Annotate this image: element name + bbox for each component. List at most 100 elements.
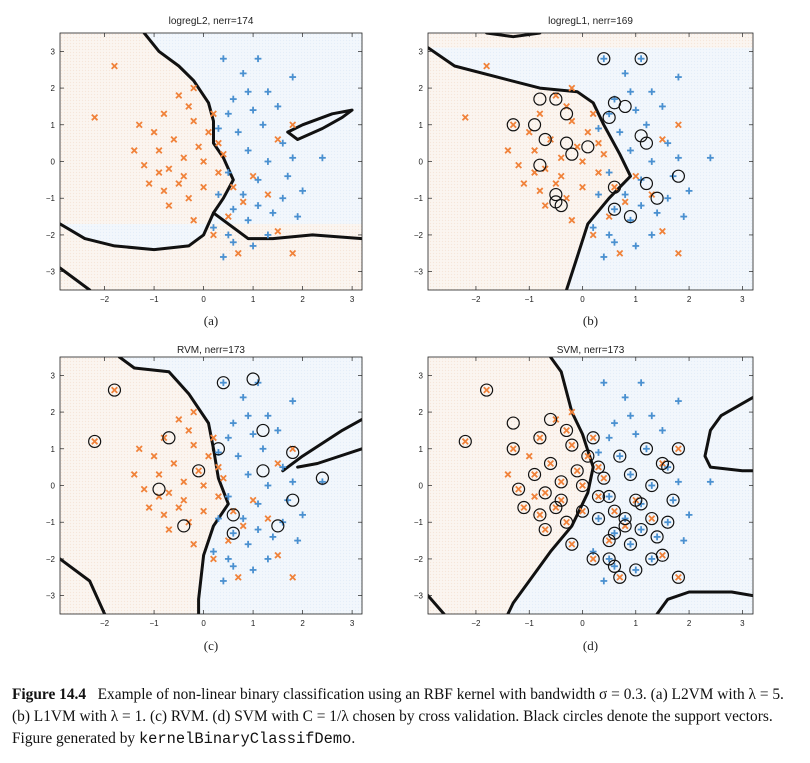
- y-tick-label: −3: [46, 592, 56, 601]
- x-tick-label: −1: [150, 619, 160, 628]
- support-vector-circle: [315, 471, 329, 485]
- blue-plus-point: [595, 191, 602, 198]
- orange-x-point: [175, 180, 183, 187]
- x-tick-label: 3: [350, 619, 355, 628]
- blue-plus-point: [664, 139, 672, 147]
- orange-x-point: [150, 128, 158, 136]
- orange-x-point: [611, 507, 618, 515]
- plot-title-c: RVM, nerr=173: [177, 345, 245, 356]
- support-vector-circle: [107, 383, 122, 397]
- orange-x-point: [616, 249, 624, 257]
- orange-x-point: [568, 216, 576, 224]
- blue-plus-point: [254, 55, 262, 63]
- x-tick-label: 1: [251, 619, 256, 628]
- orange-x-point: [274, 136, 282, 143]
- y-tick-label: 3: [51, 47, 56, 56]
- blue-plus-point: [244, 412, 252, 420]
- y-tick-label: −3: [46, 268, 56, 277]
- y-tick-label: 0: [419, 158, 424, 167]
- panel-c: RVM, nerr=173 −2 −1 0 1 2 3 3 2 1 0 −1 −2 −3 (c): [0, 330, 405, 670]
- axis-ticks: −2 −1 0 1 2 3 3 2 1 0 −1 −2 −3: [414, 33, 753, 304]
- blue-plus-point: [219, 55, 227, 63]
- orange-x-point: [210, 434, 217, 442]
- y-tick-label: 2: [419, 408, 424, 417]
- support-vector-circle: [639, 136, 654, 150]
- y-tick-label: 1: [51, 121, 56, 130]
- decision-boundary-1: [428, 594, 446, 614]
- blue-plus-point: [611, 238, 618, 246]
- orange-x-point: [579, 183, 586, 191]
- support-vector-circle: [602, 489, 616, 504]
- blue-plus-point: [274, 103, 282, 110]
- orange-x-point: [509, 445, 517, 453]
- orange-x-point: [531, 147, 538, 154]
- data-points: [91, 55, 326, 261]
- orange-x-point: [224, 213, 232, 221]
- x-tick-label: −1: [525, 295, 535, 304]
- support-vector-circle: [533, 508, 547, 522]
- orange-x-point: [214, 493, 222, 500]
- orange-x-point: [579, 507, 586, 515]
- y-tick-label: 0: [419, 482, 424, 491]
- support-vector-circle: [639, 442, 654, 456]
- support-vector-circle: [538, 486, 552, 500]
- orange-x-point: [180, 172, 188, 180]
- orange-x-point: [165, 489, 173, 497]
- support-vector-circle: [575, 504, 590, 518]
- support-vector-circle: [533, 92, 547, 106]
- blue-plus-point: [675, 154, 682, 162]
- orange-x-point: [568, 84, 576, 92]
- blue-plus-point: [627, 471, 634, 478]
- blue-plus-point: [264, 412, 272, 420]
- support-vector-circle: [549, 187, 563, 202]
- orange-x-point: [563, 426, 570, 434]
- blue-plus-point: [648, 412, 656, 420]
- blue-plus-point: [299, 187, 306, 195]
- orange-x-point: [229, 183, 237, 191]
- support-vector-circle: [607, 526, 622, 540]
- orange-x-point: [547, 136, 554, 143]
- orange-x-point: [165, 165, 173, 173]
- decision-boundary-0: [117, 357, 230, 614]
- support-vector-circle: [559, 423, 574, 438]
- blue-plus-point: [215, 191, 222, 198]
- y-tick-label: −2: [414, 555, 424, 564]
- orange-x-point: [165, 526, 173, 533]
- orange-x-point: [461, 114, 469, 121]
- blue-plus-point: [605, 555, 613, 563]
- blue-plus-point: [637, 202, 645, 209]
- orange-x-point: [210, 110, 217, 118]
- blue-plus-point: [621, 191, 629, 198]
- orange-x-point: [568, 540, 576, 548]
- blue-plus-point: [318, 154, 326, 162]
- orange-x-point: [111, 386, 118, 394]
- orange-x-point: [111, 62, 118, 70]
- blue-plus-point: [239, 69, 247, 77]
- blue-plus-point: [680, 537, 688, 544]
- blue-plus-point: [706, 154, 714, 162]
- x-tick-label: 1: [634, 619, 639, 628]
- orange-x-point: [547, 460, 554, 467]
- blue-plus-point: [224, 110, 232, 118]
- orange-x-point: [249, 496, 257, 504]
- plot-title-b: logregL1, nerr=169: [548, 16, 633, 27]
- orange-x-point: [568, 441, 576, 449]
- blue-plus-point: [659, 427, 666, 434]
- x-tick-label: −2: [100, 295, 110, 304]
- orange-x-point: [621, 198, 629, 206]
- blue-plus-point: [632, 106, 640, 114]
- blue-plus-point: [294, 213, 302, 220]
- orange-x-point: [190, 117, 198, 125]
- blue-plus-point: [239, 515, 247, 522]
- support-vector-circle: [597, 52, 611, 66]
- support-vector-circle: [286, 493, 300, 507]
- blue-plus-point: [289, 154, 297, 162]
- blue-plus-point: [269, 533, 277, 541]
- support-vector-circle: [216, 376, 230, 390]
- panel-b: logregL1, nerr=169 −2 −1 0 1 2 3 3 2 1 0 −1 −2 −3 (b…: [0, 0, 810, 340]
- orange-x-point: [289, 121, 297, 129]
- support-vector-circle: [623, 209, 638, 224]
- blue-plus-point: [643, 121, 650, 129]
- orange-x-point: [185, 426, 193, 434]
- blue-plus-point: [589, 224, 597, 231]
